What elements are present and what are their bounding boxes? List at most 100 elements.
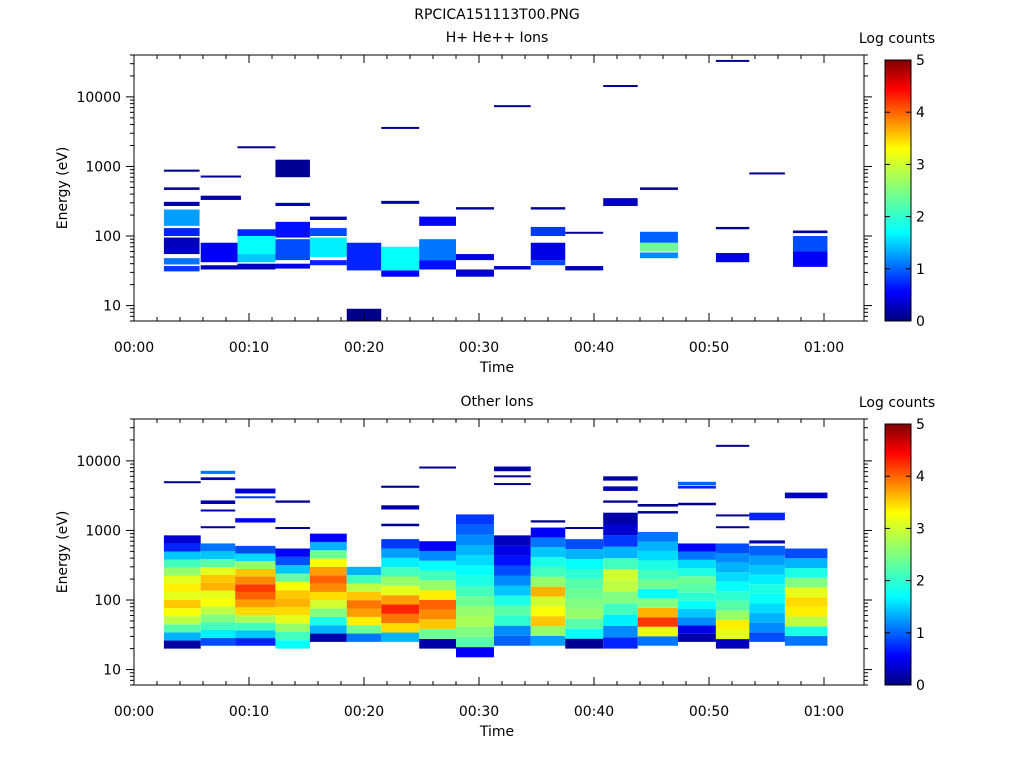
heatmap-cell xyxy=(456,254,494,261)
heatmap-cell xyxy=(381,623,420,633)
heatmap-cell xyxy=(275,221,310,238)
heatmap-cell xyxy=(530,606,566,617)
heatmap-cell xyxy=(637,598,678,608)
heatmap-cell xyxy=(419,560,456,571)
heatmap-cell xyxy=(163,209,200,226)
x-tick-label: 00:20 xyxy=(344,704,384,720)
heatmap-cell xyxy=(603,637,638,649)
heatmap-cell xyxy=(603,535,638,547)
heatmap-cell xyxy=(346,625,382,634)
colorbar xyxy=(884,59,912,322)
heatmap-cell xyxy=(309,216,347,220)
colorbar-tick-label: 0 xyxy=(916,678,925,694)
heatmap-cell xyxy=(677,481,716,486)
y-tick-label: 100 xyxy=(94,593,121,609)
heatmap-cell xyxy=(493,266,531,270)
heatmap-cell xyxy=(565,598,604,609)
colorbar-tick-label: 4 xyxy=(916,469,925,485)
heatmap-cell xyxy=(275,263,310,269)
heatmap-cell xyxy=(381,613,420,624)
y-tick-label: 10 xyxy=(103,663,121,679)
heatmap-cell xyxy=(163,169,200,172)
heatmap-cell xyxy=(419,216,456,226)
x-tick-label: 00:20 xyxy=(344,340,384,356)
colorbar-tick-label: 2 xyxy=(916,574,925,590)
heatmap-cell xyxy=(309,591,347,601)
heatmap-cell xyxy=(200,622,236,631)
heatmap-cell xyxy=(235,518,276,523)
colorbar-tick-label: 3 xyxy=(916,157,925,173)
heatmap-cell xyxy=(530,242,566,261)
heatmap-cell xyxy=(637,511,678,514)
heatmap-cell xyxy=(381,604,420,614)
heatmap-cell xyxy=(381,539,420,549)
heatmap-cell xyxy=(637,560,678,570)
heatmap-cell xyxy=(784,597,828,607)
heatmap-cell xyxy=(200,551,236,560)
heatmap-cell xyxy=(163,559,201,568)
heatmap-cell xyxy=(275,239,310,261)
heatmap-cell xyxy=(381,523,420,527)
heatmap-cell xyxy=(530,576,566,587)
panel-h-he-ions: H+ He++ Ions 00:00 00:10 00:20 00:30 00:40 00:… xyxy=(55,30,935,376)
heatmap-cell xyxy=(493,615,531,626)
heatmap-cell xyxy=(163,266,200,272)
heatmap-cell xyxy=(235,488,276,494)
heatmap-cell xyxy=(456,545,494,556)
heatmap-cell xyxy=(637,607,678,618)
heatmap-cell xyxy=(309,583,347,592)
heatmap-cell xyxy=(237,229,276,237)
heatmap-cell xyxy=(419,541,456,551)
heatmap-cell xyxy=(235,599,276,608)
heatmap-cell xyxy=(456,575,494,586)
heatmap-cell xyxy=(381,270,420,277)
heatmap-cell xyxy=(200,637,236,646)
y-axis-label: Energy (eV) xyxy=(55,147,71,230)
heatmap-cell xyxy=(792,251,828,267)
heatmap-cell xyxy=(637,636,678,646)
heatmap-cell xyxy=(235,568,276,577)
heatmap-cell xyxy=(493,585,531,596)
heatmap-cell xyxy=(200,175,241,178)
heatmap-cell xyxy=(784,577,828,588)
heatmap-cell xyxy=(637,617,678,627)
heatmap-cell xyxy=(530,566,566,577)
heatmap-cell xyxy=(309,575,347,584)
y-tick-label: 1000 xyxy=(85,523,121,539)
heatmap-cell xyxy=(530,260,566,266)
heatmap-cell xyxy=(530,586,566,597)
heatmap-cell xyxy=(235,584,276,592)
heatmap-cell xyxy=(200,630,236,638)
heatmap-cell xyxy=(381,548,420,558)
heatmap-cell xyxy=(309,260,347,266)
heatmap-cell xyxy=(749,540,785,544)
heatmap-cell xyxy=(163,201,200,206)
colorbar-tick-label: 5 xyxy=(916,417,925,433)
figure-title: RPCICA151113T00.PNG xyxy=(414,7,579,23)
heatmap-cell xyxy=(419,629,456,639)
heatmap-cell xyxy=(565,539,604,550)
heatmap-cell xyxy=(565,559,604,569)
heatmap-cell xyxy=(200,509,236,512)
y-tick-label: 10000 xyxy=(76,454,121,470)
heatmap-cell xyxy=(493,535,531,546)
heatmap-cell xyxy=(677,568,716,577)
heatmap-cell xyxy=(715,639,750,649)
heatmap-cell xyxy=(275,556,310,566)
panel-title: Other Ions xyxy=(460,394,533,410)
heatmap-cell xyxy=(163,583,201,592)
heatmap-cell xyxy=(784,558,828,568)
heatmap-cell xyxy=(237,236,276,255)
x-tick-label: 00:30 xyxy=(459,340,499,356)
heatmap-cell xyxy=(456,565,494,576)
heatmap-cell xyxy=(749,622,785,633)
heatmap-cell xyxy=(530,226,566,237)
heatmap-cell xyxy=(381,576,420,586)
heatmap-cell xyxy=(163,228,200,237)
heatmap-cell xyxy=(677,609,716,618)
heatmap-cell xyxy=(530,547,566,558)
heatmap-cell xyxy=(715,514,750,517)
x-axis-label: Time xyxy=(479,360,514,376)
heatmap-cell xyxy=(749,512,785,521)
heatmap-cell xyxy=(346,616,382,626)
